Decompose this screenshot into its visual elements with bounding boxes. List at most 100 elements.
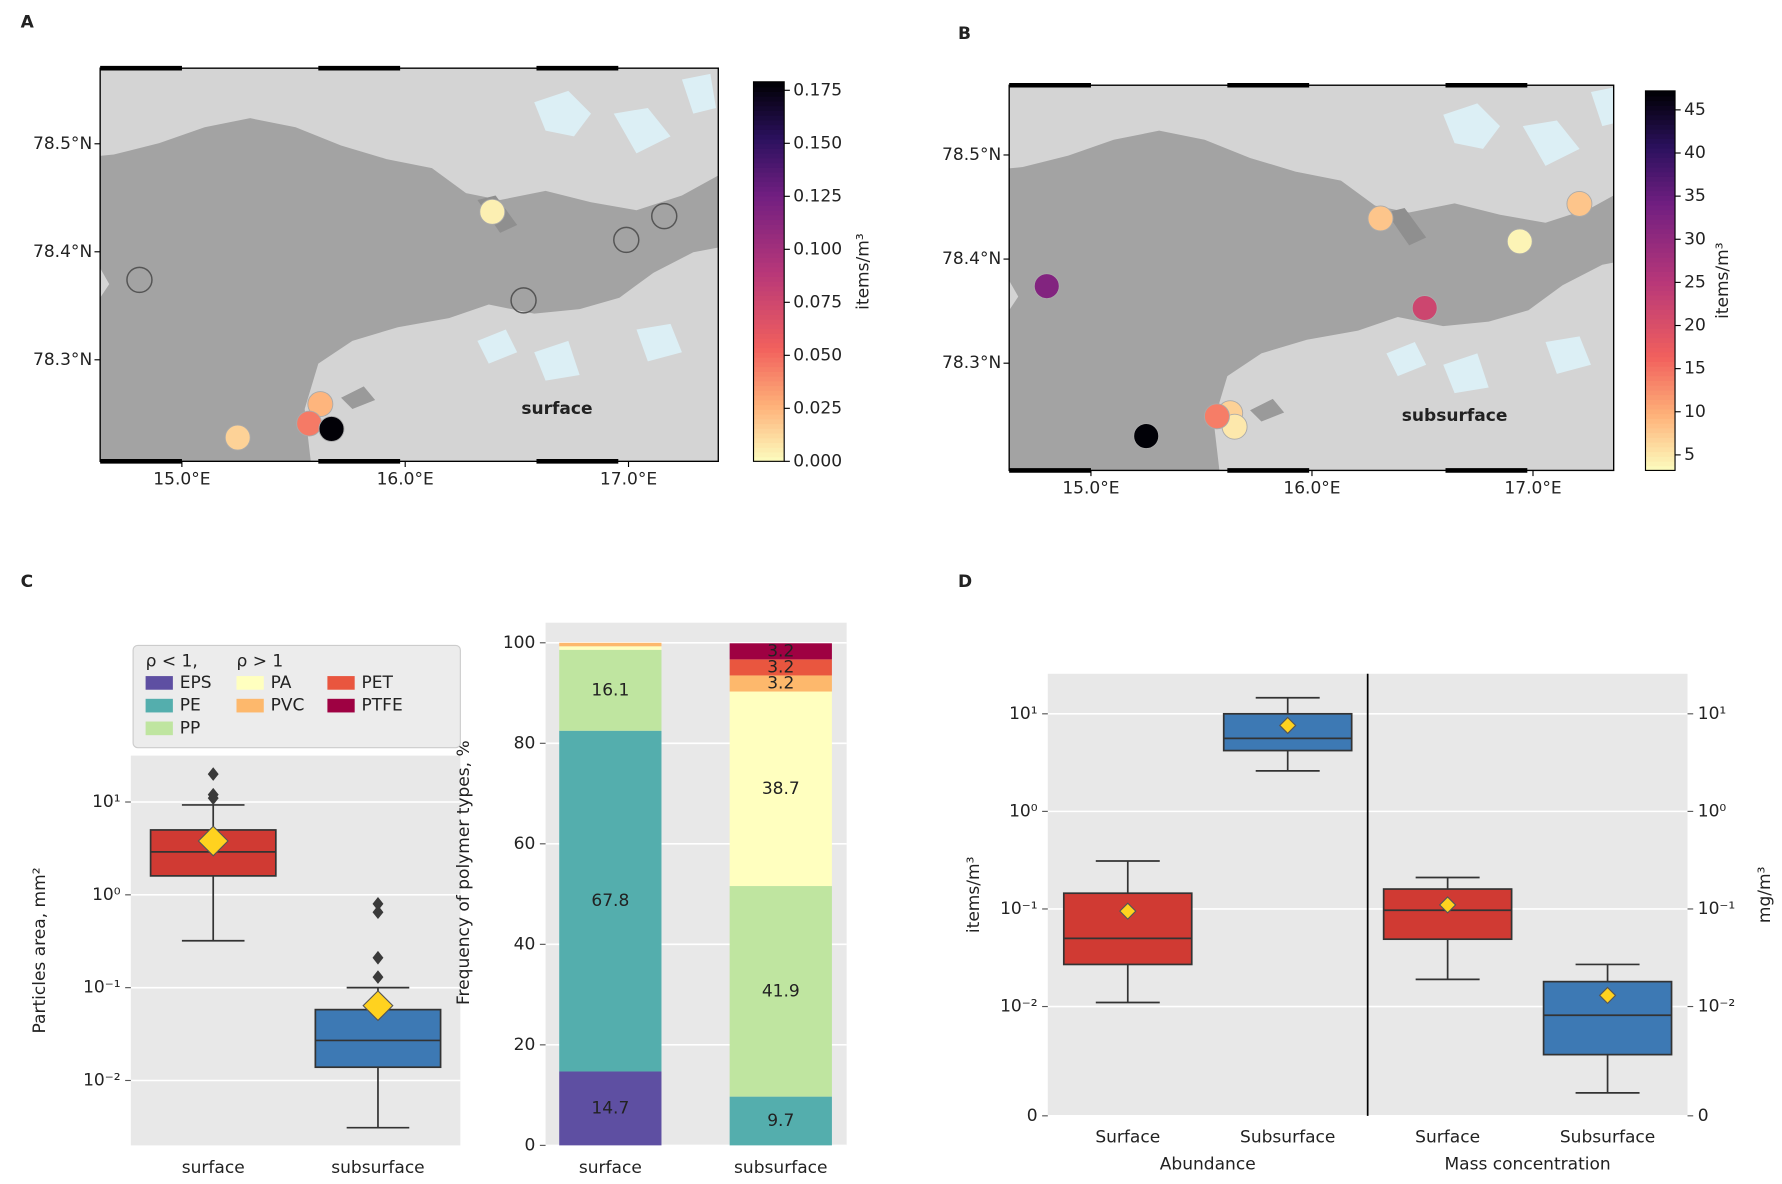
colorbar-segment	[753, 456, 785, 463]
legend-swatch	[236, 676, 264, 690]
colorbar-segment	[1645, 451, 1676, 457]
colorbar-segment	[1645, 304, 1676, 310]
bar-segment	[559, 649, 662, 731]
colorbar-segment	[753, 205, 785, 211]
colorbar-segment	[1645, 190, 1676, 196]
colorbar-segment	[753, 181, 785, 187]
y-tick-label: 10⁻¹	[83, 978, 121, 998]
legend-label: PTFE	[361, 696, 402, 716]
colorbar-tick-label: 35	[1684, 186, 1706, 206]
colorbar-segment	[1645, 138, 1676, 144]
y-tick-label: 60	[514, 834, 536, 854]
colorbar-segment	[753, 176, 785, 183]
x-tick-label: Surface	[1095, 1127, 1160, 1147]
colorbar-segment	[753, 91, 785, 97]
colorbar-segment	[1645, 166, 1676, 173]
colorbar-segment	[753, 337, 785, 344]
legend-swatch	[145, 721, 173, 736]
colorbar-segment	[753, 276, 785, 282]
value-label: 3.2	[767, 673, 794, 693]
colorbar-segment	[1645, 385, 1676, 391]
x-tick-label: Subsurface	[1560, 1127, 1655, 1147]
flier	[372, 905, 384, 920]
y-tick-label: 10⁻²	[83, 1070, 121, 1090]
colorbar-segment	[753, 304, 785, 311]
legend-box	[132, 644, 461, 749]
colorbar-segment	[1645, 309, 1676, 315]
colorbar-segment	[753, 442, 785, 448]
flier	[372, 970, 384, 984]
colorbar-segment	[1645, 143, 1676, 149]
colorbar-segment	[753, 266, 785, 273]
colorbar-tick-label: 40	[1684, 143, 1706, 163]
colorbar-segment	[1645, 328, 1676, 334]
legend-swatch	[327, 676, 355, 690]
y-tick-label: 100	[503, 633, 536, 653]
colorbar-segment	[753, 342, 785, 349]
legend-label: PET	[361, 673, 393, 693]
y-tick-label: 80	[514, 733, 536, 753]
colorbar-segment	[753, 219, 785, 225]
map-annotation: surface	[521, 399, 592, 419]
x-tick-label: surface	[579, 1158, 642, 1178]
colorbar-segment	[753, 252, 785, 259]
bar-segment	[559, 730, 662, 1072]
colorbar-segment	[753, 257, 785, 263]
axis-label: Particles area, mm²	[30, 867, 50, 1033]
legend-swatch	[327, 698, 355, 713]
station-point	[1133, 423, 1160, 450]
colorbar-segment	[753, 195, 785, 202]
colorbar-frame	[1644, 90, 1676, 471]
colorbar-segment	[1645, 271, 1676, 277]
x-tick-label: 17.0°E	[1504, 479, 1561, 499]
colorbar-segment	[1645, 408, 1676, 415]
value-label: 41.9	[762, 981, 800, 1001]
bar-segment	[559, 646, 662, 650]
colorbar-segment	[1645, 218, 1676, 225]
colorbar-segment	[753, 200, 785, 206]
y-tick-label: 40	[514, 934, 536, 954]
colorbar-segment	[1645, 318, 1676, 325]
colorbar-segment	[753, 285, 785, 292]
y-tick-label: 10⁰	[1009, 801, 1038, 821]
value-label: 9.7	[767, 1111, 794, 1131]
colorbar-segment	[753, 409, 785, 415]
colorbar-segment	[1645, 204, 1676, 211]
y-tick-label: 0	[1027, 1106, 1038, 1126]
bar-segment	[559, 1071, 662, 1146]
colorbar-segment	[1645, 119, 1676, 125]
colorbar-segment	[1645, 465, 1676, 472]
station-point	[224, 424, 251, 451]
group-label: Abundance	[1160, 1155, 1256, 1175]
colorbar-segment	[1645, 422, 1676, 429]
colorbar-tick-label: 5	[1684, 445, 1695, 465]
y-tick-label: 10⁻²	[1000, 997, 1038, 1017]
colorbar-frame	[752, 81, 785, 462]
bar-segment	[729, 886, 832, 1097]
colorbar-segment	[1645, 242, 1676, 249]
colorbar-tick-label: 0.100	[793, 239, 842, 259]
colorbar-tick-label: 0.125	[793, 186, 842, 206]
station-point	[510, 287, 537, 314]
colorbar-segment	[753, 361, 785, 368]
colorbar-segment	[1645, 261, 1676, 268]
colorbar-segment	[753, 375, 785, 382]
colorbar-segment	[1645, 233, 1676, 239]
colorbar-segment	[1645, 399, 1676, 405]
colorbar-segment	[753, 347, 785, 353]
colorbar-segment	[1645, 252, 1676, 258]
colorbar-segment	[753, 385, 785, 391]
bar-segment	[729, 659, 832, 676]
y2-tick-label: 10⁻¹	[1698, 899, 1736, 919]
colorbar-segment	[753, 451, 785, 458]
colorbar-segment	[753, 186, 785, 192]
axis-label: items/m³	[964, 857, 984, 934]
colorbar-segment	[753, 413, 785, 420]
x-tick-label: surface	[182, 1158, 245, 1178]
station-point	[1506, 228, 1533, 255]
legend-label: EPS	[180, 673, 212, 693]
colorbar-tick-label: 10	[1684, 402, 1706, 422]
legend-swatch	[145, 676, 173, 690]
